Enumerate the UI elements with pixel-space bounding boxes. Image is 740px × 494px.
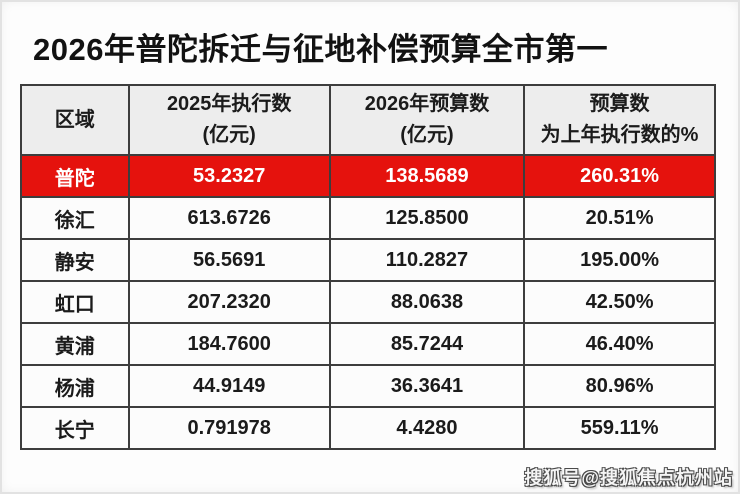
ratio-cell: 80.96% [523, 364, 716, 408]
ratio-cell: 195.00% [523, 238, 716, 282]
table-row-putuo: 普陀 53.2327 138.5689 260.31% [20, 154, 716, 198]
exec-2025-cell: 56.5691 [127, 238, 331, 282]
budget-table: 区域 2025年执行数 (亿元) 2026年预算数 (亿元) 预算数 为上年执行… [20, 84, 716, 450]
region-cell: 黄浦 [20, 322, 130, 366]
table-row-jingan: 静安 56.5691 110.2827 195.00% [20, 238, 716, 282]
region-cell: 静安 [20, 238, 130, 282]
header-region-label: 区域 [54, 108, 95, 131]
exec-2025-cell: 184.7600 [127, 322, 331, 366]
header-exec-line2: (亿元) [202, 124, 256, 146]
table-row-yangpu: 杨浦 44.9149 36.3641 80.96% [20, 364, 716, 408]
ratio-cell: 559.11% [523, 406, 716, 450]
ratio-cell: 42.50% [523, 280, 716, 324]
budget-2026-cell: 138.5689 [328, 154, 526, 198]
region-cell: 杨浦 [20, 364, 130, 408]
region-cell: 徐汇 [20, 196, 130, 240]
region-cell: 普陀 [20, 154, 130, 198]
watermark: 搜狐号@搜狐焦点杭州站 [524, 468, 733, 488]
header-cell-exec-2025: 2025年执行数 (亿元) [127, 84, 331, 156]
header-cell-ratio: 预算数 为上年执行数的% [523, 84, 716, 156]
region-cell: 长宁 [20, 406, 130, 450]
region-cell: 虹口 [20, 280, 130, 324]
budget-2026-cell: 110.2827 [328, 238, 526, 282]
table-row-hongkou: 虹口 207.2320 88.0638 42.50% [20, 280, 716, 324]
page-title: 2026年普陀拆迁与征地补偿预算全市第一 [33, 32, 608, 67]
header-budget-line1: 2026年预算数 [364, 93, 490, 115]
ratio-cell: 46.40% [523, 322, 716, 366]
ratio-cell: 260.31% [523, 154, 716, 198]
table-row-huangpu: 黄浦 184.7600 85.7244 46.40% [20, 322, 716, 366]
header-ratio-line1: 预算数 [589, 93, 650, 115]
exec-2025-cell: 207.2320 [127, 280, 331, 324]
budget-2026-cell: 85.7244 [328, 322, 526, 366]
table-row-xuhui: 徐汇 613.6726 125.8500 20.51% [20, 196, 716, 240]
ratio-cell: 20.51% [523, 196, 716, 240]
header-cell-region: 区域 [20, 84, 130, 156]
exec-2025-cell: 44.9149 [127, 364, 331, 408]
exec-2025-cell: 53.2327 [127, 154, 331, 198]
table-header-row: 区域 2025年执行数 (亿元) 2026年预算数 (亿元) 预算数 为上年执行… [20, 84, 716, 156]
budget-2026-cell: 36.3641 [328, 364, 526, 408]
budget-2026-cell: 88.0638 [328, 280, 526, 324]
header-ratio-line2: 为上年执行数的% [540, 124, 699, 146]
exec-2025-cell: 0.791978 [127, 406, 331, 450]
budget-2026-cell: 125.8500 [328, 196, 526, 240]
header-exec-line1: 2025年执行数 [166, 93, 292, 115]
header-budget-line2: (亿元) [400, 124, 454, 146]
budget-2026-cell: 4.4280 [328, 406, 526, 450]
exec-2025-cell: 613.6726 [127, 196, 331, 240]
table-row-changning: 长宁 0.791978 4.4280 559.11% [20, 406, 716, 450]
header-cell-budget-2026: 2026年预算数 (亿元) [328, 84, 526, 156]
